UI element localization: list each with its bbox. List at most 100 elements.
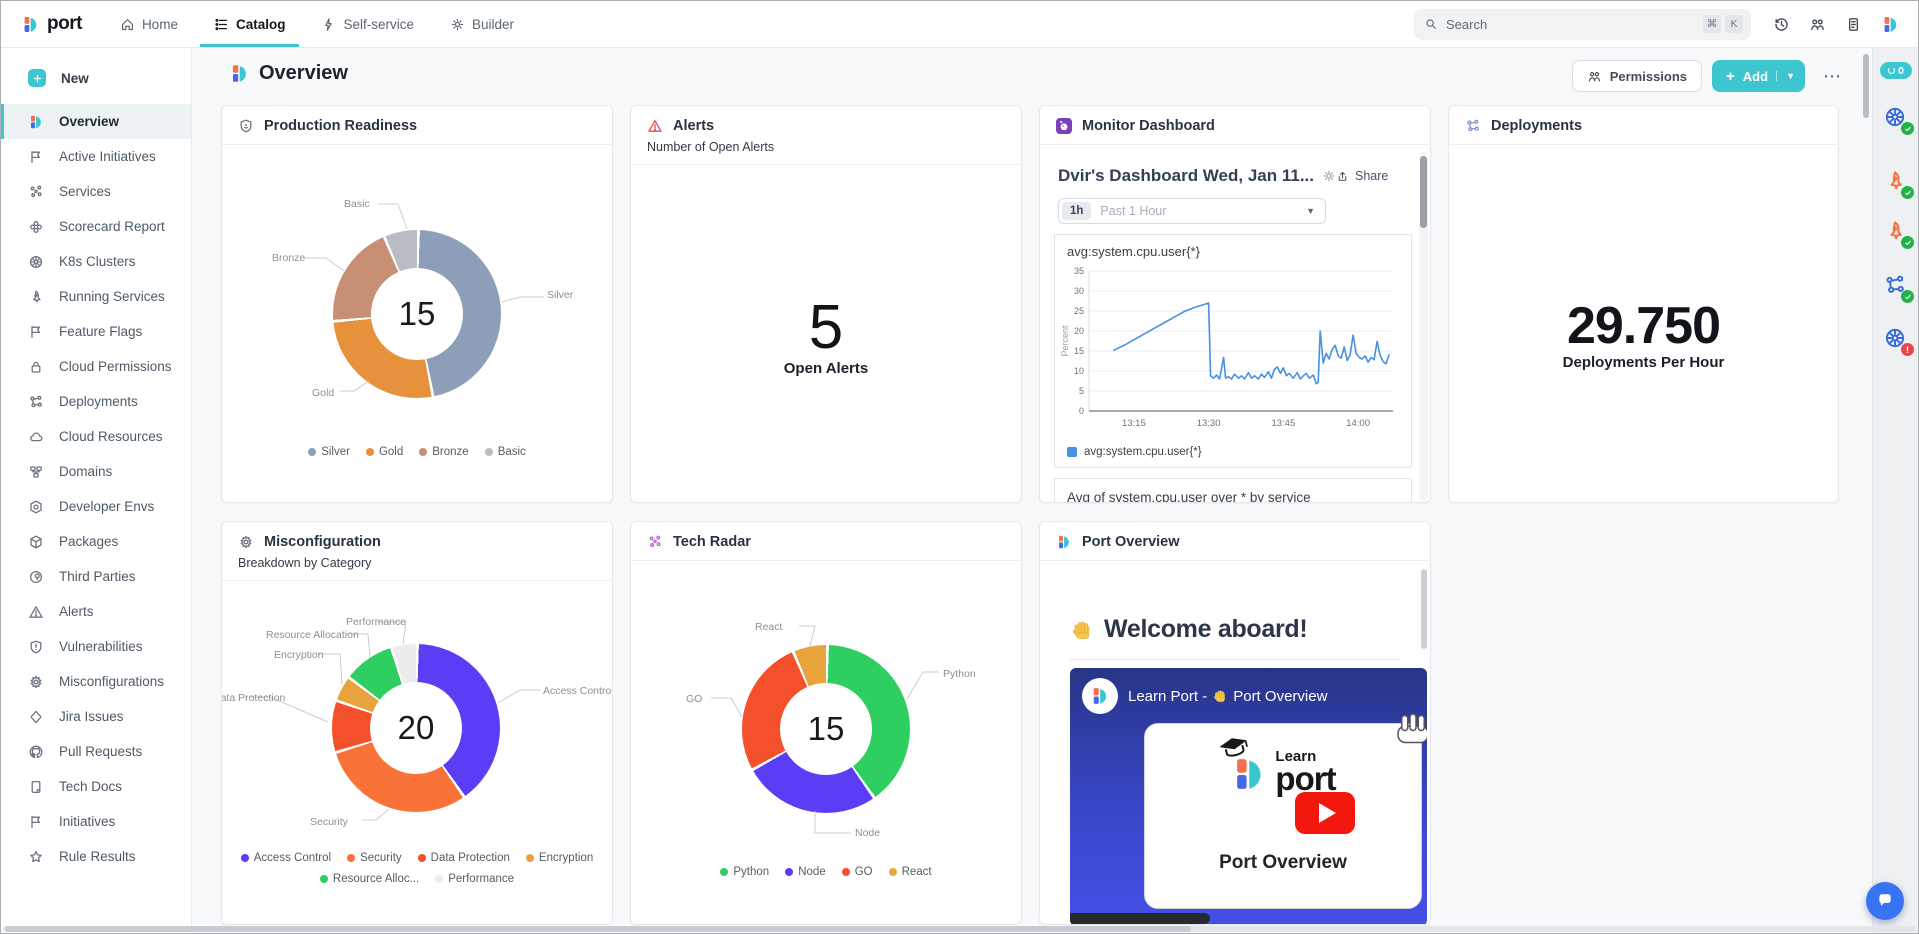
pipeline-icon <box>1883 273 1907 297</box>
dashboard-settings-icon[interactable] <box>1322 169 1336 183</box>
second-chart-panel: Avg of system.cpu.user over * by service <box>1054 478 1412 502</box>
sidebar-item-deployments[interactable]: Deployments <box>1 384 191 419</box>
permissions-button[interactable]: Permissions <box>1571 60 1703 92</box>
gear-burst-icon <box>238 534 254 550</box>
plus-icon <box>28 69 46 87</box>
brand[interactable]: port <box>1 13 106 35</box>
legend-item-encryption: Encryption <box>525 852 593 864</box>
sidebar-item-rule-results[interactable]: Rule Results <box>1 839 191 874</box>
main-scrollbar[interactable] <box>1863 54 1869 118</box>
sidebar-item-overview[interactable]: Overview <box>1 104 191 139</box>
svg-text:25: 25 <box>1074 306 1084 316</box>
wave-hand-icon <box>1070 618 1094 642</box>
port-logo-icon <box>1230 755 1268 793</box>
sidebar-item-pull-requests[interactable]: Pull Requests <box>1 734 191 769</box>
sidebar-item-alerts[interactable]: Alerts <box>1 594 191 629</box>
helm-icon <box>1883 105 1907 129</box>
svg-text:14:00: 14:00 <box>1346 418 1370 429</box>
tab-catalog[interactable]: Catalog <box>199 1 300 47</box>
sidebar-item-vulnerabilities[interactable]: Vulnerabilities <box>1 629 191 664</box>
share-label: Share <box>1355 169 1389 183</box>
sidebar-item-services[interactable]: Services <box>1 174 191 209</box>
leader-lines <box>304 203 544 392</box>
rail-entity-rocket-2[interactable] <box>1883 169 1914 199</box>
sidebar-item-scorecard-report[interactable]: Scorecard Report <box>1 209 191 244</box>
rocket-icon <box>28 289 44 305</box>
tab-builder[interactable]: Builder <box>436 1 528 47</box>
sidebar-item-packages[interactable]: Packages <box>1 524 191 559</box>
sidebar-item-jira-issues[interactable]: Jira Issues <box>1 699 191 734</box>
share-button[interactable]: Share <box>1336 169 1388 183</box>
monitor-scrollbar[interactable] <box>1419 152 1428 500</box>
cmd-key: ⌘ <box>1703 15 1721 33</box>
add-button[interactable]: + Add ▼ <box>1712 60 1805 92</box>
rail-entity-rocket-3[interactable] <box>1883 219 1914 249</box>
legend-dot <box>525 854 534 862</box>
card-header: Misconfiguration Breakdown by Category <box>222 522 612 581</box>
document-icon <box>28 779 44 795</box>
sidebar-item-misconfigurations[interactable]: Misconfigurations <box>1 664 191 699</box>
card-header: Deployments <box>1449 106 1838 145</box>
sidebar-item-cloud-resources[interactable]: Cloud Resources <box>1 419 191 454</box>
search-shortcut: ⌘ K <box>1703 15 1743 33</box>
sidebar-item-domains[interactable]: Domains <box>1 454 191 489</box>
card-header: Monitor Dashboard <box>1040 106 1430 145</box>
org-icon <box>28 464 44 480</box>
deployments-icon <box>1465 118 1481 134</box>
port-logo-icon <box>1056 534 1072 550</box>
sidebar-item-active-initiatives[interactable]: Active Initiatives <box>1 139 191 174</box>
rail-entity-helm-1[interactable] <box>1883 105 1914 135</box>
card-title: Monitor Dashboard <box>1082 118 1215 134</box>
svg-text:15: 15 <box>1074 346 1084 356</box>
cartoon-hand-icon <box>1395 711 1427 744</box>
chat-launcher-button[interactable] <box>1866 882 1904 920</box>
more-menu-button[interactable]: ⋯ <box>1823 65 1843 86</box>
globe-icon <box>28 569 44 585</box>
tab-home[interactable]: Home <box>106 1 192 47</box>
donut-chart-production-readiness: 15 Silver Gold Bronze Basic <box>222 150 612 446</box>
search-placeholder: Search <box>1446 16 1488 32</box>
global-search-input[interactable]: Search ⌘ K <box>1414 8 1751 40</box>
svg-text:Percent: Percent <box>1060 325 1070 357</box>
welcome-text: Welcome aboard! <box>1104 615 1308 643</box>
youtube-video-embed[interactable]: Learn Port - Port Overview <box>1070 668 1427 924</box>
port-logo-icon[interactable] <box>1881 15 1900 34</box>
legend-item-gold: Gold <box>365 446 403 458</box>
port-logo-avatar <box>1082 678 1118 714</box>
legend-dot <box>841 868 850 876</box>
youtube-play-button[interactable] <box>1295 792 1355 834</box>
changelog-icon[interactable] <box>1845 16 1862 33</box>
rail-entity-pipeline-4[interactable] <box>1883 273 1914 303</box>
sidebar-item-label: Overview <box>59 114 120 129</box>
sidebar-item-feature-flags[interactable]: Feature Flags <box>1 314 191 349</box>
sidebar-item-developer-envs[interactable]: Developer Envs <box>1 489 191 524</box>
sidebar-item-k8s-clusters[interactable]: K8s Clusters <box>1 244 191 279</box>
new-button[interactable]: New <box>1 58 191 98</box>
sidebar-item-third-parties[interactable]: Third Parties <box>1 559 191 594</box>
time-range-select[interactable]: 1h Past 1 Hour ▼ <box>1058 198 1326 224</box>
history-icon[interactable] <box>1773 16 1790 33</box>
card-scrollbar[interactable] <box>1421 569 1427 649</box>
port-overview-body: Welcome aboard! Learn Port - Port Overvi… <box>1040 563 1430 924</box>
window-horizontal-scrollbar[interactable] <box>3 926 1916 932</box>
chevron-down-icon[interactable]: ▼ <box>1776 71 1795 81</box>
legend-item-resource-alloc: Resource Alloc... <box>319 873 419 885</box>
team-icon[interactable] <box>1809 16 1826 33</box>
video-title-prefix: Learn Port - <box>1128 687 1208 705</box>
svg-text:10: 10 <box>1074 366 1084 376</box>
sidebar-item-label: Domains <box>59 464 113 479</box>
sidebar-item-initiatives[interactable]: Initiatives <box>1 804 191 839</box>
leader-lines <box>250 621 540 821</box>
cloud-icon <box>28 429 44 445</box>
legend-item-go: GO <box>841 866 873 878</box>
sidebar-item-running-services[interactable]: Running Services <box>1 279 191 314</box>
port-logo-icon <box>1090 686 1110 706</box>
time-range-value: Past 1 Hour <box>1100 204 1167 218</box>
rail-entity-helm-5[interactable]: ! <box>1883 326 1914 356</box>
tab-self-service[interactable]: Self-service <box>307 1 428 47</box>
sidebar-item-tech-docs[interactable]: Tech Docs <box>1 769 191 804</box>
sidebar-item-cloud-permissions[interactable]: Cloud Permissions <box>1 349 191 384</box>
deployments-label: Deployments Per Hour <box>1562 354 1725 371</box>
sync-counter-badge[interactable]: 0 <box>1880 62 1912 79</box>
